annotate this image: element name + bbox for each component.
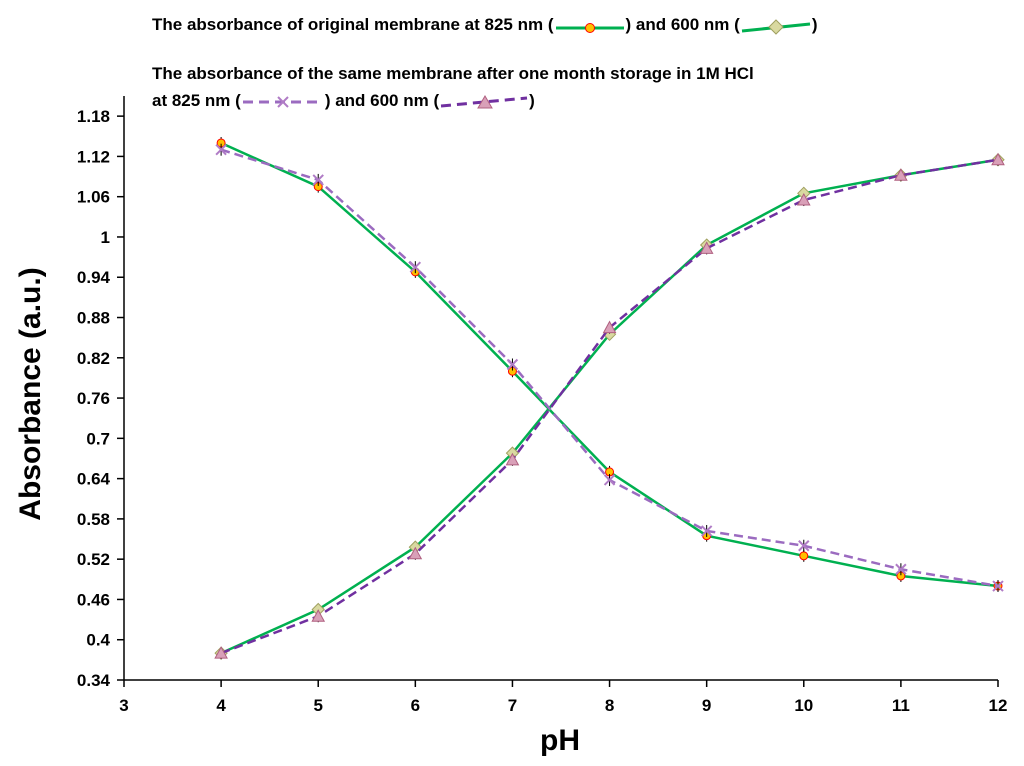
x-tick-label: 6 bbox=[411, 696, 420, 715]
series-hcl825 bbox=[215, 143, 1004, 593]
y-tick-label: 0.82 bbox=[77, 349, 110, 368]
legend-line1-mid: ) and 600 nm ( bbox=[625, 15, 740, 34]
x-tick-label: 7 bbox=[508, 696, 517, 715]
series-hcl600 bbox=[214, 152, 1005, 660]
series-line-orig600 bbox=[220, 158, 999, 655]
y-tick-label: 0.52 bbox=[77, 550, 110, 569]
x-tick-label: 5 bbox=[313, 696, 322, 715]
data-point bbox=[700, 525, 713, 537]
series-line-orig825 bbox=[220, 141, 999, 588]
y-tick-label: 0.7 bbox=[86, 429, 110, 448]
data-point bbox=[799, 551, 809, 561]
data-point bbox=[699, 241, 714, 254]
y-tick-label: 1.06 bbox=[77, 188, 110, 207]
data-point bbox=[602, 320, 617, 334]
data-point bbox=[214, 646, 228, 659]
x-tick-label: 9 bbox=[702, 696, 711, 715]
y-tick-label: 0.76 bbox=[77, 389, 110, 408]
x-axis-title: pH bbox=[540, 724, 580, 757]
data-point bbox=[603, 474, 616, 486]
x-tick-label: 12 bbox=[989, 696, 1008, 715]
legend-line-1: The absorbance of original membrane at 8… bbox=[152, 15, 817, 36]
x-tick-label: 3 bbox=[119, 696, 128, 715]
data-point bbox=[798, 540, 810, 552]
legend-line3-prefix: at 825 nm ( bbox=[152, 91, 241, 110]
y-tick-label: 1 bbox=[101, 228, 110, 247]
y-tick-label: 0.64 bbox=[77, 470, 111, 489]
data-point bbox=[311, 609, 326, 622]
y-tick-label: 0.94 bbox=[77, 268, 111, 287]
x-tick-label: 11 bbox=[892, 696, 910, 715]
data-point bbox=[505, 452, 520, 466]
legend-sample-hcl825 bbox=[242, 95, 323, 108]
x-tick-label: 10 bbox=[794, 696, 813, 715]
series-layer bbox=[214, 136, 1005, 660]
data-point bbox=[409, 261, 422, 273]
axes: 0.34 0.4 0.46 0.52 0.58 0.64 0.7 0.76 0.82 0.88 0.… bbox=[77, 96, 1008, 715]
y-tick-label: 0.46 bbox=[77, 590, 110, 609]
legend-sample-orig600 bbox=[741, 18, 810, 35]
legend-line-2: The absorbance of the same membrane afte… bbox=[152, 64, 754, 84]
data-point bbox=[894, 168, 908, 181]
data-point bbox=[408, 546, 423, 560]
data-point bbox=[895, 563, 907, 575]
data-point bbox=[796, 193, 811, 206]
x-tick-label: 4 bbox=[216, 696, 226, 715]
legend-line2-text: The absorbance of the same membrane afte… bbox=[152, 64, 754, 83]
y-tick-label: 0.4 bbox=[86, 631, 110, 650]
legend-line1-end: ) bbox=[811, 15, 818, 34]
legend-line1-prefix: The absorbance of original membrane at 8… bbox=[152, 15, 554, 34]
legend-line3-mid: ) and 600 nm ( bbox=[324, 91, 440, 110]
y-tick-label: 0.58 bbox=[77, 510, 110, 529]
y-tick-label: 1.12 bbox=[77, 147, 110, 166]
y-tick-label: 1.18 bbox=[77, 107, 110, 126]
legend-line-3: at 825 nm ( ) and 600 nm () bbox=[152, 91, 535, 112]
y-tick-label: 0.88 bbox=[77, 309, 110, 328]
legend-line3-end: ) bbox=[529, 91, 535, 110]
data-point bbox=[992, 580, 1004, 592]
data-point bbox=[506, 358, 519, 371]
legend-sample-orig825 bbox=[555, 22, 624, 33]
series-orig825 bbox=[216, 136, 1003, 593]
x-tick-label: 8 bbox=[605, 696, 614, 715]
data-point bbox=[991, 152, 1005, 166]
y-axis-title: Absorbance (a.u.) bbox=[14, 267, 47, 520]
data-point bbox=[312, 174, 324, 186]
series-orig600 bbox=[214, 153, 1005, 660]
data-point bbox=[215, 143, 227, 156]
y-tick-label: 0.34 bbox=[77, 671, 111, 690]
series-line-hcl825 bbox=[220, 148, 999, 588]
legend-sample-hcl600 bbox=[440, 94, 528, 109]
series-line-hcl600 bbox=[220, 158, 999, 655]
